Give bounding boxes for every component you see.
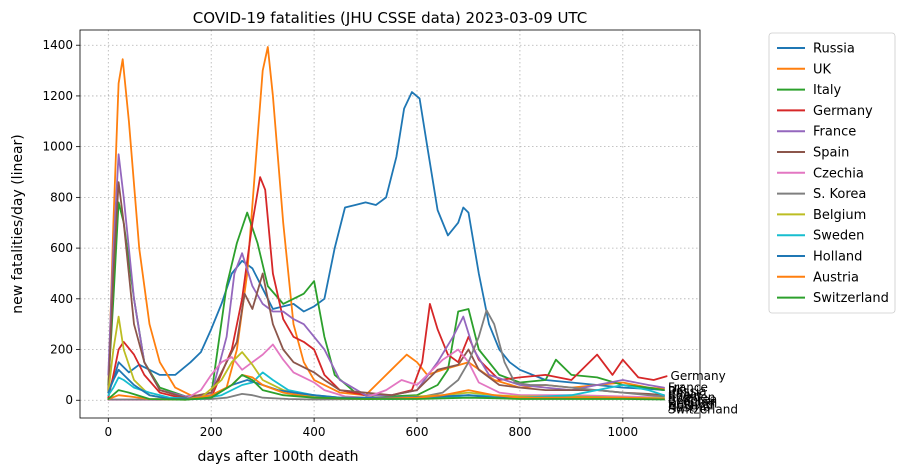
end-labels: GermanyFranceUKRussiaItalySpainSwedenS. …: [668, 369, 738, 416]
legend-entry: Russia: [813, 42, 855, 57]
x-tick-label: 600: [406, 425, 429, 439]
legend-entry: S. Korea: [813, 187, 866, 202]
x-axis-label: days after 100th death: [197, 449, 358, 465]
x-tick-label: 200: [200, 425, 223, 439]
legend-entry: UK: [813, 62, 832, 77]
legend-entry: Holland: [813, 250, 862, 265]
y-tick-label: 800: [50, 190, 73, 204]
legend-entry: Spain: [813, 146, 849, 161]
y-axis-label: new fatalities/day (linear): [10, 134, 26, 313]
series-end-label: S. Korea: [668, 393, 717, 407]
legend: Russia UK Italy Germany France Spain Czechia S.…: [768, 32, 896, 314]
x-tick-label: 800: [508, 425, 531, 439]
series-line-5: [107, 181, 665, 399]
legend-entry: Sweden: [813, 229, 864, 244]
y-tick-label: 200: [50, 343, 73, 357]
axis-ticks: 0 200 400 600 800 1000 0 200 400 600 800 1000 1200 14…: [42, 38, 638, 439]
series-end-label: Spain: [668, 389, 702, 403]
grid: [80, 30, 700, 418]
series-end-label: Belgium: [668, 397, 717, 411]
series-line-0: [107, 91, 665, 391]
legend-entry: Germany: [813, 104, 873, 119]
legend-entry: Belgium: [813, 208, 866, 223]
x-tick-label: 400: [303, 425, 326, 439]
series-end-label: Italy: [668, 387, 694, 401]
y-tick-label: 1000: [42, 140, 73, 154]
plot-frame: [79, 29, 701, 419]
chart-title: COVID-19 fatalities (JHU CSSE data) 2023…: [193, 9, 587, 27]
y-tick-label: 600: [50, 241, 73, 255]
series-end-label: Holland: [668, 399, 714, 413]
legend-box: [768, 32, 896, 314]
series-end-label: Austria: [668, 401, 710, 415]
legend-entry: Switzerland: [813, 291, 889, 306]
x-tick-label: 0: [104, 425, 112, 439]
series-end-label: UK: [668, 383, 686, 397]
series-line-2: [107, 201, 665, 399]
series-end-label: Russia: [668, 385, 707, 399]
series-end-label: Sweden: [668, 391, 715, 405]
series-lines: [107, 46, 668, 401]
y-tick-label: 1200: [42, 89, 73, 103]
x-tick-label: 1000: [608, 425, 639, 439]
y-tick-label: 400: [50, 292, 73, 306]
series-line-6: [107, 343, 665, 401]
series-end-label: France: [668, 381, 708, 395]
legend-entry: France: [813, 125, 856, 140]
legend-entry: Italy: [813, 83, 842, 98]
series-line-12: [107, 374, 665, 401]
series-end-label: Germany: [671, 369, 726, 383]
legend-entry: Austria: [813, 270, 859, 285]
series-end-label: Czechia: [668, 395, 715, 409]
y-tick-label: 0: [65, 393, 73, 407]
legend-entry: Czechia: [813, 166, 864, 181]
series-line-7: [107, 309, 665, 401]
y-tick-label: 1400: [42, 38, 73, 52]
series-end-label: Switzerland: [668, 403, 738, 417]
